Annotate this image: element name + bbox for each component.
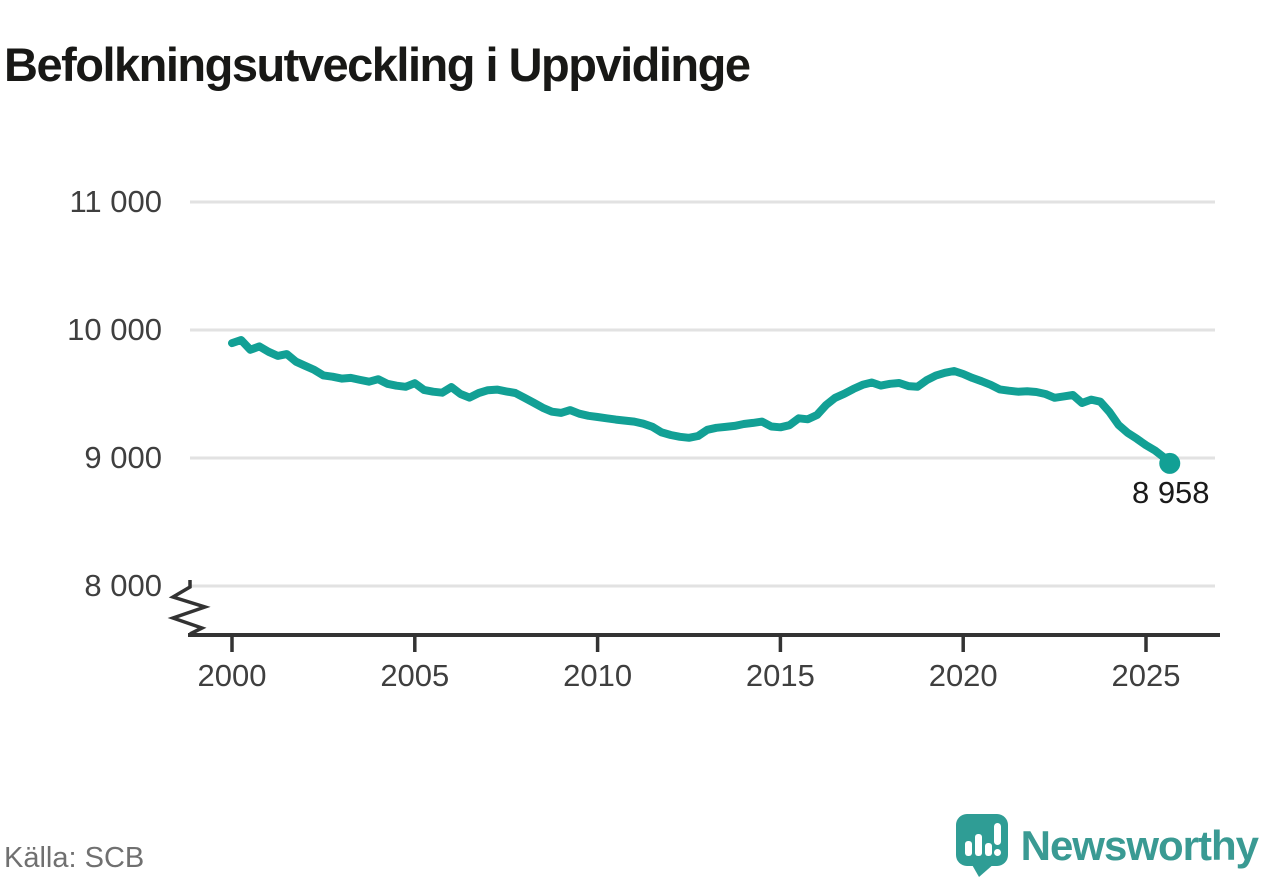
x-tick-label: 2025 (1111, 658, 1181, 693)
y-tick-label: 9 000 (84, 440, 162, 475)
y-tick-label: 11 000 (69, 184, 162, 219)
y-tick-label: 8 000 (84, 568, 162, 603)
newsworthy-logo-icon (955, 814, 1008, 877)
x-tick-label: 2010 (563, 658, 633, 693)
x-tick-label: 2020 (928, 658, 998, 693)
source-note: Källa: SCB (4, 842, 145, 874)
population-line (228, 336, 1174, 468)
y-tick-label: 10 000 (67, 312, 162, 347)
x-tick-label: 2015 (745, 658, 815, 693)
newsworthy-branding: Newsworthy (955, 814, 1259, 878)
last-value-label: 8 958 (1131, 475, 1210, 511)
last-point-marker (1159, 452, 1181, 474)
x-tick-label: 2000 (197, 658, 267, 693)
page-title: Befolkningsutveckling i Uppvidinge (4, 38, 751, 92)
x-tick-label: 2005 (380, 658, 450, 693)
axis-break-icon (167, 580, 211, 636)
newsworthy-logo-text: Newsworthy (1020, 822, 1259, 869)
